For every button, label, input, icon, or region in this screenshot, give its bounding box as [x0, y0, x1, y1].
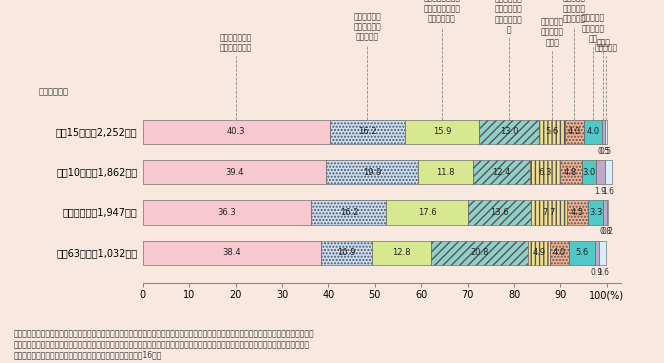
Text: 12.4: 12.4: [493, 168, 511, 177]
Text: 0.8: 0.8: [599, 228, 611, 236]
Text: 20.8: 20.8: [470, 248, 489, 257]
Text: 40.3: 40.3: [227, 127, 246, 136]
Text: 19.9: 19.9: [363, 168, 381, 177]
Text: 軽作業程度
の労働であ
ること: 軽作業程度 の労働であ ること: [540, 17, 564, 47]
Bar: [418, 160, 473, 184]
Text: 1.6: 1.6: [597, 268, 609, 277]
Bar: [143, 120, 330, 144]
Text: 36.3: 36.3: [218, 208, 236, 217]
Bar: [599, 241, 606, 265]
Bar: [550, 241, 569, 265]
Text: 4.8: 4.8: [564, 168, 577, 177]
Bar: [405, 120, 479, 144]
Text: 時間や期間に
あまり拘束さ
れないこと: 時間や期間に あまり拘束さ れないこと: [353, 12, 381, 42]
Text: 38.4: 38.4: [222, 248, 241, 257]
Text: 6.3: 6.3: [539, 168, 552, 177]
Bar: [431, 241, 527, 265]
Bar: [473, 160, 531, 184]
Text: 0.2: 0.2: [602, 228, 614, 236]
Bar: [539, 120, 565, 144]
Text: 4.0: 4.0: [553, 248, 566, 257]
Text: 39.4: 39.4: [225, 168, 244, 177]
Text: わからない: わからない: [594, 44, 618, 53]
Text: （該当者数）: （該当者数）: [38, 87, 68, 96]
Bar: [468, 200, 531, 225]
Text: 17.6: 17.6: [418, 208, 437, 217]
Bar: [595, 241, 599, 265]
Bar: [588, 200, 603, 225]
Text: 0.5: 0.5: [600, 147, 612, 156]
Bar: [582, 160, 596, 184]
Bar: [596, 160, 605, 184]
Bar: [372, 241, 431, 265]
Text: 10.9: 10.9: [337, 248, 355, 257]
Text: 0.5: 0.5: [598, 147, 610, 156]
Text: 13.0: 13.0: [500, 127, 518, 136]
Text: 参加を呼びか
ける団体、世
話役があるこ
と: 参加を呼びか ける団体、世 話役があるこ と: [495, 0, 523, 34]
Bar: [321, 241, 372, 265]
Bar: [311, 200, 386, 225]
Text: 16.2: 16.2: [339, 208, 358, 217]
Text: （「あなたが、地域のための奉仕的な活動を行うにあたって、実際に活動するのに必要な条件は何だと思われますか。次の中からいくつでも選ん
でください。」という質問項目: （「あなたが、地域のための奉仕的な活動を行うにあたって、実際に活動するのに必要な…: [13, 330, 314, 359]
Bar: [584, 120, 602, 144]
Text: 12.8: 12.8: [392, 248, 410, 257]
Text: 4.0: 4.0: [586, 127, 600, 136]
Bar: [605, 160, 612, 184]
Bar: [605, 120, 607, 144]
Text: 13.6: 13.6: [491, 208, 509, 217]
Bar: [569, 241, 595, 265]
Text: 4.5: 4.5: [571, 208, 584, 217]
Text: 5.6: 5.6: [546, 127, 559, 136]
Bar: [602, 120, 605, 144]
Bar: [565, 120, 584, 144]
Text: 11.8: 11.8: [436, 168, 455, 177]
Bar: [560, 160, 582, 184]
Text: 4.0: 4.0: [568, 127, 581, 136]
Text: 5.6: 5.6: [575, 248, 588, 257]
Bar: [567, 200, 588, 225]
Text: 4.9: 4.9: [533, 248, 546, 257]
Bar: [143, 200, 311, 225]
Text: 3.0: 3.0: [582, 168, 596, 177]
Text: 0.9: 0.9: [591, 268, 603, 277]
Bar: [607, 200, 608, 225]
Text: 7.7: 7.7: [542, 208, 556, 217]
Text: 技術・経験
が生かせる
こと: 技術・経験 が生かせる こと: [582, 14, 604, 44]
Bar: [531, 200, 567, 225]
Text: 実費程度の
経費の援助
があること: 実費程度の 経費の援助 があること: [563, 0, 586, 24]
Bar: [479, 120, 539, 144]
Bar: [527, 241, 550, 265]
Bar: [330, 120, 405, 144]
Text: 1.6: 1.6: [602, 187, 614, 196]
Bar: [143, 241, 321, 265]
Bar: [325, 160, 418, 184]
Text: 15.9: 15.9: [433, 127, 451, 136]
Text: 3.3: 3.3: [589, 208, 602, 217]
Bar: [531, 160, 560, 184]
Text: その他: その他: [596, 38, 610, 47]
Bar: [386, 200, 468, 225]
Text: 一緒に活動する
仲間がいること: 一緒に活動する 仲間がいること: [220, 33, 252, 53]
Text: 1.9: 1.9: [594, 187, 606, 196]
Bar: [603, 200, 607, 225]
Text: 16.2: 16.2: [358, 127, 376, 136]
Bar: [143, 160, 325, 184]
Text: 活動場所が自宅か
らあまり離れてい
ないこと（身近に
できること）: 活動場所が自宅か らあまり離れてい ないこと（身近に できること）: [424, 0, 460, 24]
